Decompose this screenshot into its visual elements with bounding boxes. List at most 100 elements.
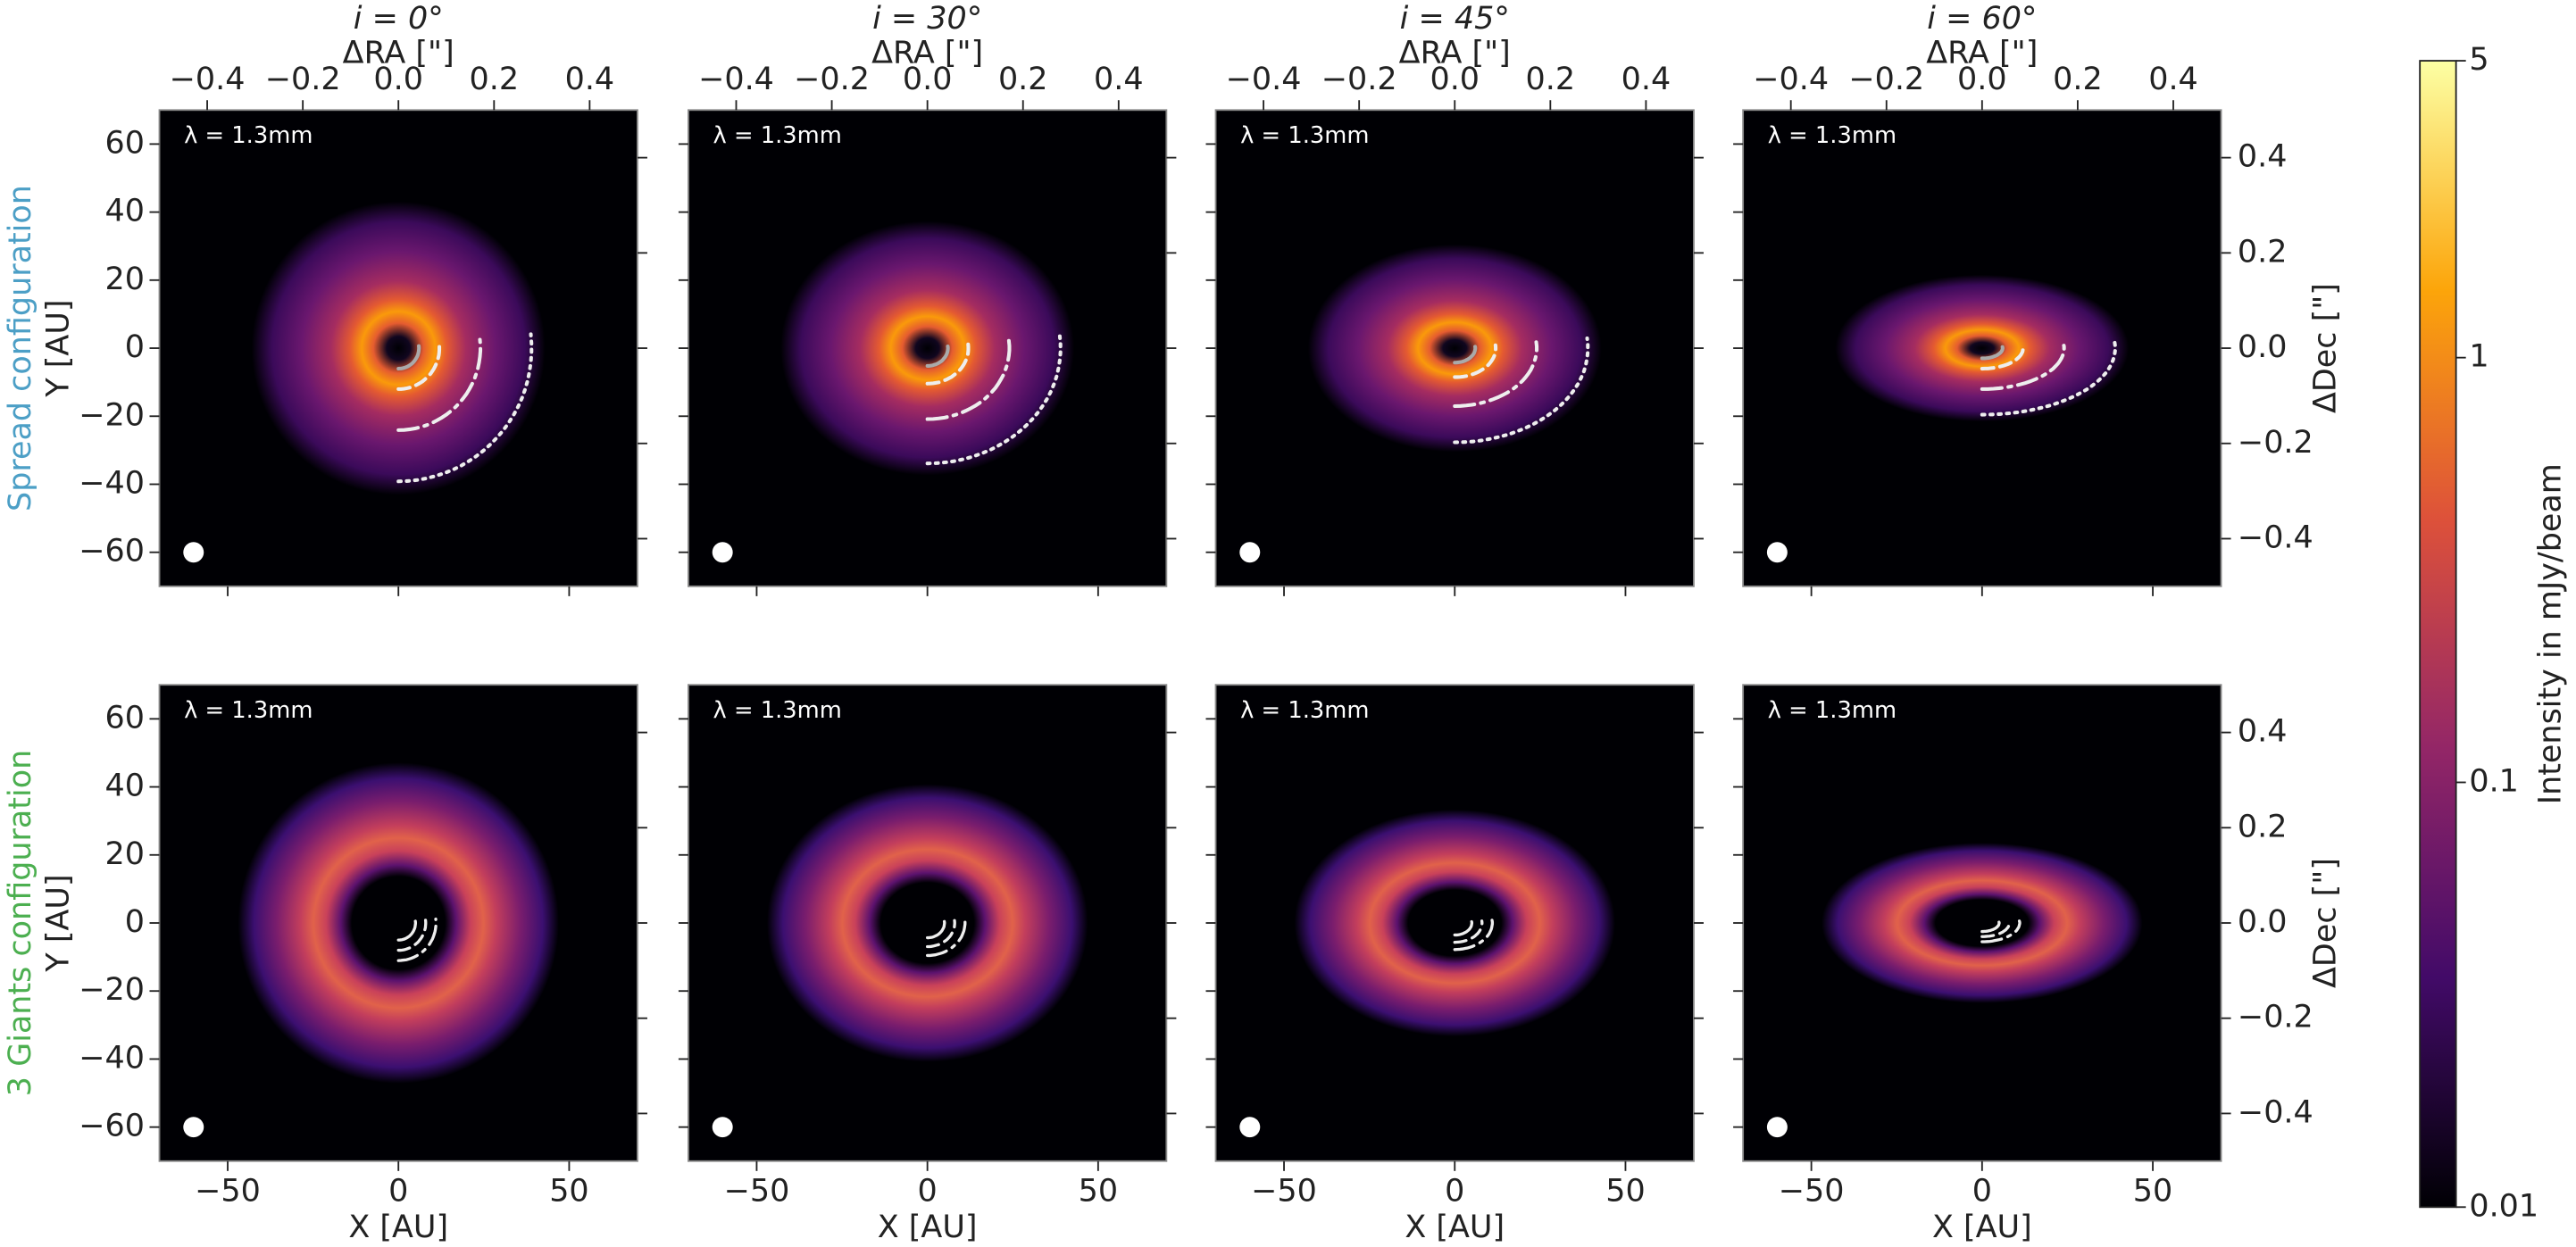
annotation: λ = 1.3mm: [1768, 122, 1897, 149]
x2-axis-label: ΔRA ["]: [343, 36, 454, 71]
x-tick-label: 50: [1079, 1174, 1118, 1210]
x-axis-label: X [AU]: [878, 1210, 978, 1245]
y-axis-label: Y [AU]: [40, 299, 76, 397]
planet-arc: [925, 345, 950, 368]
x-axis-label: X [AU]: [1405, 1210, 1505, 1245]
planet-arc: [1453, 336, 1590, 445]
beam: [712, 1117, 733, 1138]
x2-axis-label: ΔRA ["]: [871, 36, 983, 71]
colorbar-tick-label: 0.1: [2469, 763, 2519, 799]
y2-tick-label: −0.2: [2238, 1000, 2313, 1035]
planet-arc: [396, 917, 438, 962]
colorbar-tick-label: 0.01: [2469, 1188, 2538, 1224]
planet-arc: [925, 338, 1012, 421]
planet-arc: [396, 342, 442, 391]
x2-tick-label: 0.0: [373, 62, 423, 97]
x2-tick-label: 0.2: [2053, 62, 2103, 97]
column-title: i = 30°: [872, 1, 982, 37]
y-tick-label: −40: [79, 1040, 145, 1076]
x-tick-label: 0: [918, 1174, 938, 1210]
y-tick-label: 60: [104, 700, 144, 736]
y-tick-label: −60: [79, 534, 145, 569]
y2-axis-label: ΔDec ["]: [2307, 858, 2343, 988]
y2-tick-label: 0.2: [2238, 234, 2288, 270]
y2-tick-label: 0.0: [2238, 904, 2288, 940]
annotation: λ = 1.3mm: [1240, 122, 1369, 149]
disk-image: [1822, 843, 2143, 1003]
x-tick-label: 50: [1605, 1174, 1645, 1210]
y-tick-label: −60: [79, 1109, 145, 1144]
x-axis-label: X [AU]: [1932, 1210, 2032, 1245]
planet-arc: [1980, 344, 2025, 371]
disk-image: [1294, 809, 1615, 1037]
planet-arc: [1980, 920, 2001, 934]
x2-tick-label: −0.2: [794, 62, 870, 97]
x-axis-label: X [AU]: [348, 1210, 448, 1245]
x2-tick-label: 0.4: [565, 62, 615, 97]
y2-tick-label: 0.4: [2238, 139, 2288, 175]
x-tick-label: 0: [1972, 1174, 1992, 1210]
annotation: λ = 1.3mm: [184, 697, 313, 724]
x-tick-label: −50: [724, 1174, 790, 1210]
beam: [1766, 542, 1788, 563]
y-axis-label: Y [AU]: [40, 874, 76, 972]
y-tick-label: 40: [104, 769, 144, 804]
planet-arc: [1453, 343, 1498, 379]
planet-arc: [925, 342, 971, 386]
disk-image: [766, 784, 1088, 1062]
annotation: λ = 1.3mm: [1768, 697, 1897, 724]
annotation: λ = 1.3mm: [184, 122, 313, 149]
y2-tick-label: −0.2: [2238, 425, 2313, 461]
column-title: i = 45°: [1400, 1, 1510, 37]
y-tick-label: 60: [104, 125, 144, 161]
x-tick-label: −50: [1779, 1174, 1845, 1210]
row-label: 3 Giants configuration: [3, 750, 38, 1096]
annotation: λ = 1.3mm: [713, 122, 842, 149]
x2-tick-label: 0.4: [1094, 62, 1144, 97]
x2-tick-label: 0.2: [470, 62, 520, 97]
y-tick-label: −20: [79, 397, 145, 433]
beam: [712, 542, 733, 563]
planet-arc: [925, 919, 956, 949]
colorbar-tick-label: 1: [2469, 339, 2488, 375]
x-tick-label: −50: [195, 1174, 261, 1210]
disk-image: [238, 762, 559, 1084]
planet-arc: [1980, 919, 2012, 938]
planet-arc: [1980, 342, 2066, 391]
x2-tick-label: −0.4: [1753, 62, 1829, 97]
planet-arc: [396, 919, 428, 952]
planet-arc: [925, 919, 946, 940]
y2-tick-label: 0.4: [2238, 714, 2288, 750]
column-title: i = 60°: [1927, 1, 2037, 37]
column-title: i = 0°: [354, 1, 444, 37]
planet-arc: [925, 334, 1063, 466]
x2-axis-label: ΔRA ["]: [1399, 36, 1511, 71]
beam: [1766, 1117, 1788, 1138]
x2-tick-label: −0.4: [1226, 62, 1302, 97]
planet-arc: [1980, 919, 2022, 944]
x2-tick-label: 0.0: [903, 62, 953, 97]
x2-axis-label: ΔRA ["]: [1926, 36, 2038, 71]
x-tick-label: 50: [2133, 1174, 2172, 1210]
disk-image: [251, 201, 546, 495]
planet-arc: [1980, 345, 2005, 361]
x2-tick-label: 0.4: [2148, 62, 2198, 97]
planet-arc: [1980, 339, 2117, 417]
x2-tick-label: −0.4: [698, 62, 774, 97]
x2-tick-label: 0.2: [998, 62, 1048, 97]
y2-axis-label: ΔDec ["]: [2307, 283, 2343, 413]
x2-tick-label: −0.2: [1848, 62, 1924, 97]
planet-arc: [1453, 919, 1495, 952]
x2-tick-label: 0.2: [1526, 62, 1576, 97]
y-tick-label: 20: [104, 836, 144, 872]
x2-tick-label: 0.4: [1621, 62, 1671, 97]
colorbar: [2419, 60, 2457, 1209]
planet-arc: [396, 919, 418, 942]
y2-tick-label: 0.2: [2238, 809, 2288, 844]
beam: [1239, 1117, 1261, 1138]
colorbar-tick-label: 5: [2469, 42, 2488, 78]
planet-arc: [396, 337, 483, 432]
planet-arc: [396, 344, 421, 371]
row-label: Spread configuration: [3, 185, 38, 511]
beam: [183, 542, 204, 563]
